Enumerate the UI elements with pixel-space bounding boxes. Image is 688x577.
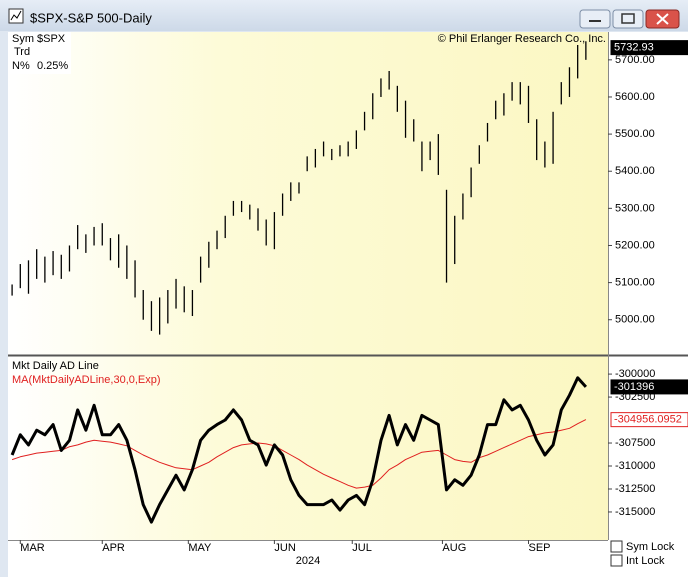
y-tick-label: 5200.00 xyxy=(615,239,655,251)
copyright: © Phil Erlanger Research Co., Inc. xyxy=(438,33,606,45)
series-line xyxy=(11,419,587,489)
checkbox[interactable] xyxy=(610,554,623,567)
y-tick-label: -310000 xyxy=(615,460,655,472)
y-tick-label: 5400.00 xyxy=(615,165,655,177)
y-tick-label: 5300.00 xyxy=(615,202,655,214)
y-tick-label: -312500 xyxy=(615,483,655,495)
y-tick-label: 5500.00 xyxy=(615,128,655,140)
info-label: N% xyxy=(12,60,30,72)
close-icon xyxy=(656,13,669,25)
last-value-label: -301396 xyxy=(614,381,654,393)
info-value: $SPX xyxy=(37,33,66,45)
maximize-button[interactable] xyxy=(612,9,644,29)
checkbox-label[interactable]: Int Lock xyxy=(626,555,665,567)
checkbox[interactable] xyxy=(610,540,623,553)
x-tick-label: JUL xyxy=(352,542,372,554)
app-icon-glyph xyxy=(10,10,22,21)
x-tick-label: SEP xyxy=(528,542,550,554)
info-label: Sym xyxy=(12,33,34,45)
x-tick-label: MAY xyxy=(188,542,212,554)
x-tick-label: MAR xyxy=(20,542,45,554)
x-tick-label: AUG xyxy=(442,542,466,554)
series-line xyxy=(10,376,588,524)
app-icon xyxy=(8,8,24,24)
axis-panel xyxy=(608,32,688,540)
y-tick-label: 5000.00 xyxy=(615,314,655,326)
x-tick-label: APR xyxy=(102,542,125,554)
info-value: 0.25% xyxy=(37,60,68,72)
last-value-box xyxy=(610,412,688,428)
last-value-box xyxy=(610,40,688,56)
legend-entry: MA(MktDailyADLine,30,0,Exp) xyxy=(12,374,161,386)
y-tick-label: -300000 xyxy=(615,368,655,380)
y-tick-label: -315000 xyxy=(615,506,655,518)
x-axis-label: 2024 xyxy=(296,555,320,567)
info-label: Trd xyxy=(14,46,30,58)
window-title: $SPX-S&P 500-Daily xyxy=(30,10,152,25)
last-value-label: 5732.93 xyxy=(614,42,654,54)
title-bar xyxy=(0,0,688,31)
x-tick-label: JUN xyxy=(274,542,295,554)
y-tick-label: 5700.00 xyxy=(615,54,655,66)
info-box xyxy=(9,32,71,74)
x-axis-panel xyxy=(8,540,688,577)
y-tick-label: 5600.00 xyxy=(615,91,655,103)
plots: 5000.00 5100.00 5200.00 5300.00 5400.00 5500.… xyxy=(10,40,688,567)
y-tick-label: 5100.00 xyxy=(615,277,655,289)
plot-background xyxy=(8,32,608,540)
maximize-icon xyxy=(621,13,635,24)
checkbox-label[interactable]: Sym Lock xyxy=(626,541,675,553)
minimize-button[interactable] xyxy=(579,9,611,29)
legend-entry: Mkt Daily AD Line xyxy=(12,360,99,372)
last-value-box xyxy=(610,379,688,395)
y-tick-label: -307500 xyxy=(615,437,655,449)
last-value-label: -304956.0952 xyxy=(614,414,682,426)
